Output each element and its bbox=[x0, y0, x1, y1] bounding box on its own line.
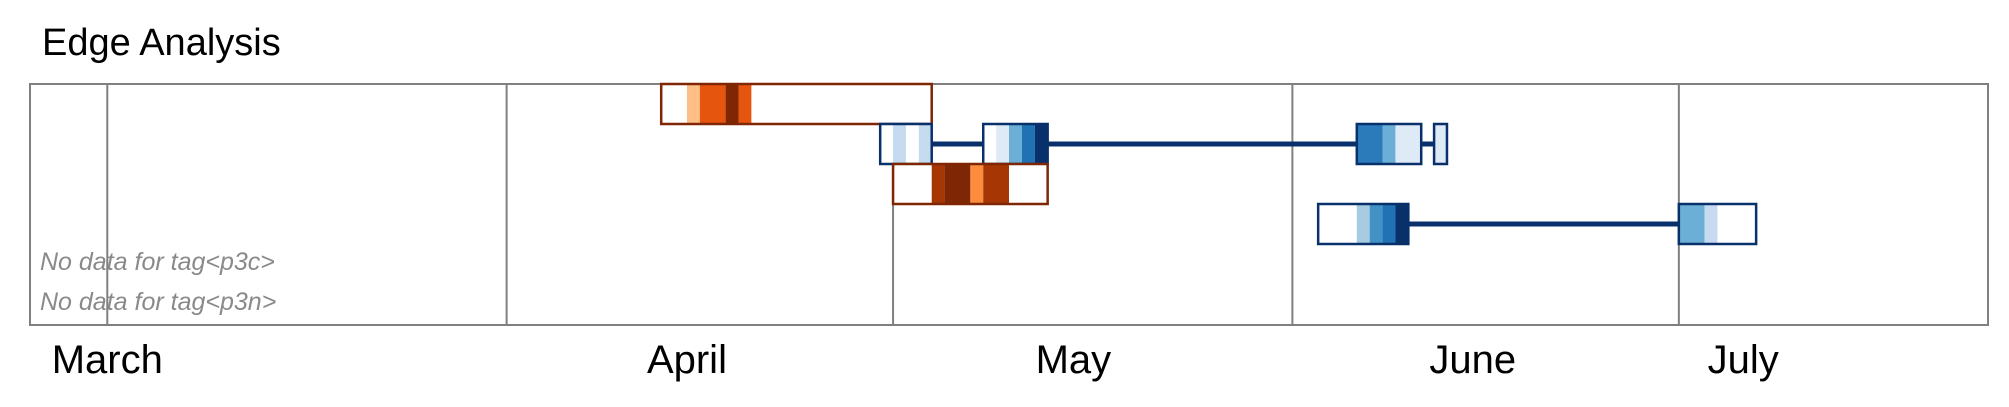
month-tick-label-june: June bbox=[1429, 338, 1516, 382]
edge-span-outline bbox=[1355, 122, 1423, 166]
chart-title: Edge Analysis bbox=[42, 22, 281, 64]
edge-activity-cell bbox=[1704, 204, 1718, 244]
edge-activity-cell bbox=[1395, 204, 1409, 244]
edge-span-outline bbox=[1432, 122, 1449, 166]
edge-span-outline bbox=[1677, 202, 1758, 246]
month-tick-label-july: July bbox=[1708, 338, 1779, 382]
edge-span-outline bbox=[891, 162, 1049, 206]
edge-activity-cell bbox=[1356, 204, 1370, 244]
edge-activity-cell bbox=[1434, 124, 1447, 164]
edge-activity-cell bbox=[1369, 204, 1383, 244]
edge-activity-cell bbox=[996, 124, 1009, 164]
edge-activity-cell bbox=[893, 124, 906, 164]
edge-activity-cell bbox=[1395, 124, 1422, 164]
edge-activity-cell bbox=[918, 124, 932, 164]
edge-activity-cell bbox=[686, 84, 700, 124]
edge-activity-cell bbox=[1678, 204, 1705, 244]
no-data-annotation: No data for tag<p3n> bbox=[40, 288, 276, 316]
edge-activity-cell bbox=[944, 164, 971, 204]
edge-activity-cell bbox=[1382, 124, 1396, 164]
edge-activity-cell bbox=[1009, 124, 1022, 164]
edge-activity-cell bbox=[983, 164, 1009, 204]
edge-activity-cell bbox=[699, 84, 726, 124]
edge-activity-cell bbox=[1356, 124, 1383, 164]
edge-activity-cell bbox=[738, 84, 752, 124]
month-tick-label-march: March bbox=[52, 338, 163, 382]
edge-activity-cell bbox=[1034, 124, 1048, 164]
month-tick-label-may: May bbox=[1036, 338, 1112, 382]
edge-span-outline bbox=[659, 82, 933, 126]
edge-activity-cell bbox=[970, 164, 984, 204]
month-tick-label-april: April bbox=[647, 338, 727, 382]
edge-span-outline bbox=[1316, 202, 1410, 246]
edge-activity-cell bbox=[931, 164, 945, 204]
edge-activity-cell bbox=[1382, 204, 1396, 244]
edge-activity-cell bbox=[1021, 124, 1035, 164]
edge-activity-cell bbox=[725, 84, 739, 124]
no-data-annotation: No data for tag<p3c> bbox=[40, 248, 275, 276]
